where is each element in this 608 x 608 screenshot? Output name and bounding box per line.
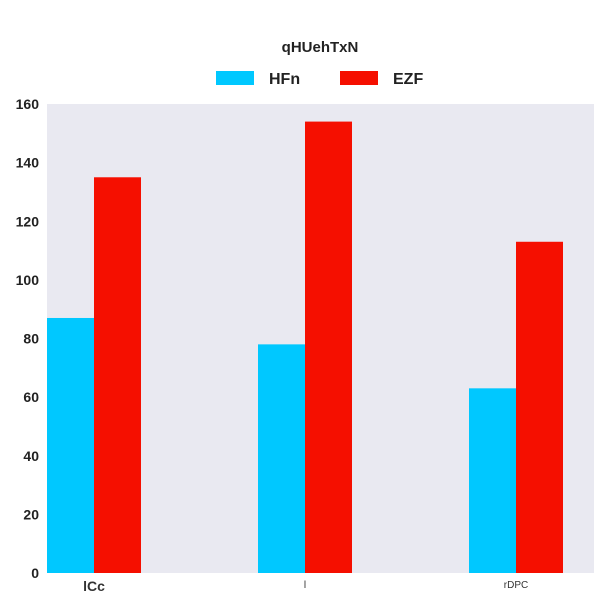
legend-label-hfn: HFn [269,71,300,88]
bar-ezf-l [305,121,352,574]
y-tick-label: 120 [16,213,40,229]
y-axis: 0 20 40 60 80 100 120 140 160 [16,96,40,581]
y-tick-label: 100 [16,272,40,288]
x-axis: lCc l rDPC [83,578,528,594]
x-tick-label: l [304,580,306,591]
bar-ezf-lcc [94,177,141,573]
bars [47,121,563,574]
bar-hfn-lcc [47,317,94,573]
legend: HFn EZF [216,71,423,88]
bar-hfn-rdpc [469,388,516,573]
chart-title: qHUehTxN [282,39,359,56]
x-tick-label: lCc [83,578,105,594]
x-tick-label: rDPC [504,580,528,591]
y-tick-label: 20 [23,506,39,522]
bar-hfn-l [258,344,305,573]
y-tick-label: 160 [16,96,40,112]
bar-ezf-rdpc [516,241,563,574]
legend-label-ezf: EZF [393,71,423,88]
legend-swatch-hfn [216,71,254,85]
y-tick-label: 40 [23,448,39,464]
y-tick-label: 60 [23,389,39,405]
y-tick-label: 0 [31,565,39,581]
y-tick-label: 140 [16,155,40,171]
legend-swatch-ezf [340,71,378,85]
y-tick-label: 80 [23,331,39,347]
